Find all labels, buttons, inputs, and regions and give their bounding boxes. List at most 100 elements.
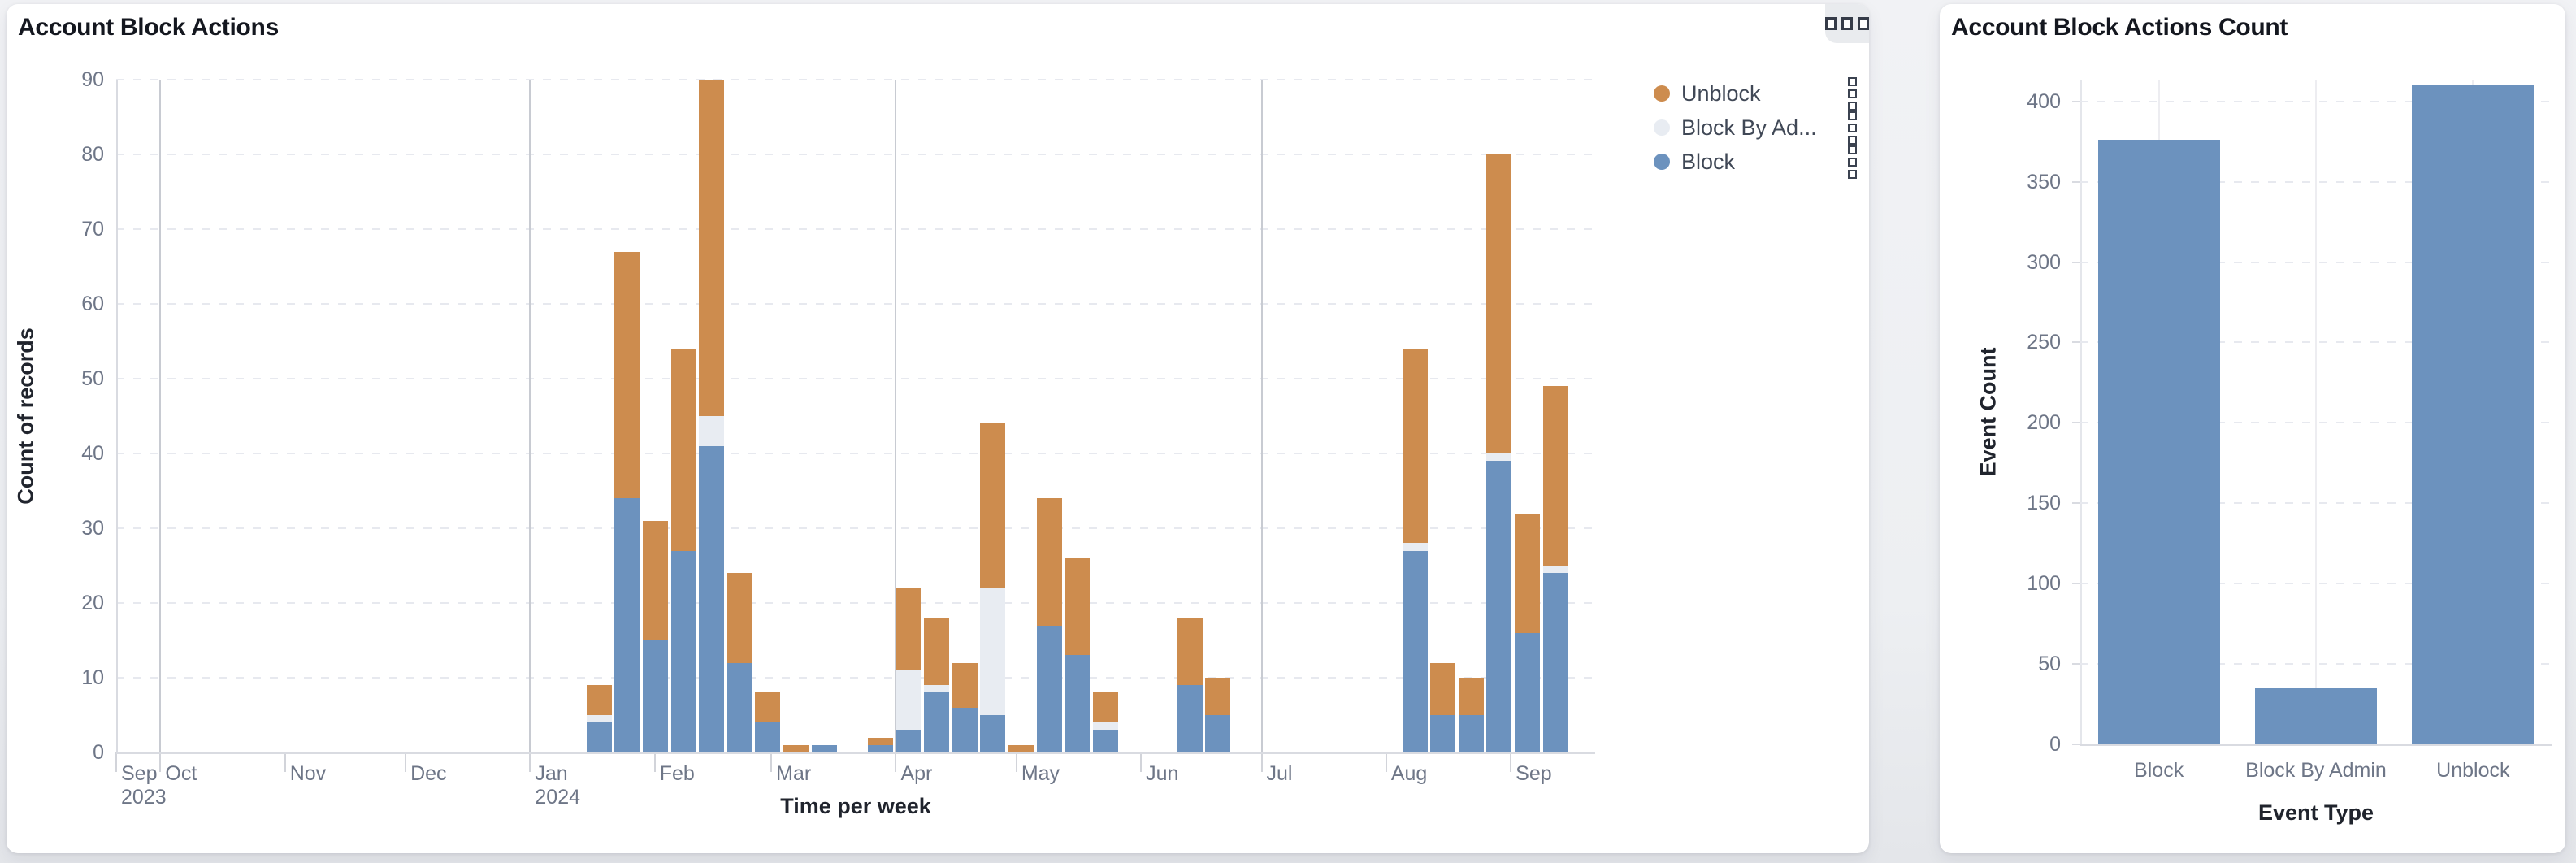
bar-segment-block-by-admin[interactable] xyxy=(924,685,950,693)
bar-segment-unblock[interactable] xyxy=(1008,744,1034,752)
bar-segment-block[interactable] xyxy=(867,744,893,752)
x-tick-label: Jan 2024 xyxy=(535,762,581,809)
x-tick xyxy=(405,752,407,772)
right-x-axis-title: Event Type xyxy=(2257,800,2374,825)
bar-segment-unblock[interactable] xyxy=(1515,513,1541,633)
y-tick-label: 50 xyxy=(81,367,104,390)
bar-segment-block-by-admin[interactable] xyxy=(1402,543,1428,551)
bar-segment-unblock[interactable] xyxy=(586,685,612,715)
y-tick-label: 30 xyxy=(81,517,104,540)
bar-segment-block-by-admin[interactable] xyxy=(896,670,922,731)
bar-segment-block[interactable] xyxy=(1092,730,1118,752)
bar-segment-block[interactable] xyxy=(614,498,640,752)
bar-segment-unblock[interactable] xyxy=(1430,662,1456,715)
bar-segment-unblock[interactable] xyxy=(699,80,725,416)
bar-segment-block-by-admin[interactable] xyxy=(1486,453,1512,462)
y-gridline xyxy=(116,378,1595,379)
x-tick-label: Dec xyxy=(410,762,447,785)
x-tick xyxy=(1510,752,1512,772)
bar-segment-block[interactable] xyxy=(1430,715,1456,752)
bar-segment-block[interactable] xyxy=(1177,685,1203,752)
bar-segment-block[interactable] xyxy=(811,744,837,752)
square-icon xyxy=(1825,17,1837,30)
bar-segment-unblock[interactable] xyxy=(1402,349,1428,544)
bar-segment-block-by-admin[interactable] xyxy=(1542,566,1568,574)
bar-segment-block[interactable] xyxy=(952,707,978,752)
bar-segment-block[interactable] xyxy=(1515,632,1541,752)
bar-segment-block[interactable] xyxy=(1542,573,1568,752)
bar-segment-block[interactable] xyxy=(1458,715,1484,752)
legend-item-unblock[interactable]: Unblock xyxy=(1654,76,1857,111)
y-tick-label: 10 xyxy=(81,666,104,689)
legend-swatch-icon xyxy=(1654,85,1670,102)
bar-segment-unblock[interactable] xyxy=(726,573,752,663)
bar-segment-unblock[interactable] xyxy=(952,662,978,708)
legend-item-block[interactable]: Block xyxy=(1654,145,1857,179)
bar-segment-unblock[interactable] xyxy=(867,737,893,745)
bar-segment-block[interactable] xyxy=(1065,655,1091,752)
bar-block[interactable] xyxy=(2097,140,2220,744)
bar-segment-block-by-admin[interactable] xyxy=(980,588,1006,715)
bar-segment-block-by-admin[interactable] xyxy=(1092,722,1118,731)
bar-segment-unblock[interactable] xyxy=(755,692,781,723)
bar-unblock[interactable] xyxy=(2412,85,2535,744)
bar-segment-block[interactable] xyxy=(896,730,922,752)
bar-segment-unblock[interactable] xyxy=(1205,678,1231,715)
bar-segment-block[interactable] xyxy=(586,722,612,752)
bar-segment-block[interactable] xyxy=(642,640,668,752)
right-card-title: Account Block Actions Count xyxy=(1951,14,2288,41)
bar-segment-block[interactable] xyxy=(670,550,696,752)
bar-segment-unblock[interactable] xyxy=(1458,678,1484,715)
bar-block-by-admin[interactable] xyxy=(2255,687,2377,744)
bar-segment-block-by-admin[interactable] xyxy=(699,416,725,446)
y-gridline xyxy=(116,453,1595,454)
bar-segment-block[interactable] xyxy=(1036,625,1062,752)
bar-segment-unblock[interactable] xyxy=(783,744,809,752)
x-tick-label: Sep xyxy=(1516,762,1552,785)
y-gridline xyxy=(2080,502,2552,505)
y-gridline xyxy=(116,602,1595,604)
bar-segment-block[interactable] xyxy=(1402,550,1428,752)
x-tick xyxy=(1385,752,1387,772)
bar-segment-block[interactable] xyxy=(924,692,950,752)
legend-menu-icon[interactable] xyxy=(1848,145,1857,179)
bar-segment-unblock[interactable] xyxy=(1486,154,1512,453)
left-card-title: Account Block Actions xyxy=(18,14,279,41)
legend-label: Unblock xyxy=(1681,80,1761,106)
bar-segment-unblock[interactable] xyxy=(670,349,696,551)
quarter-gridline xyxy=(895,80,897,772)
legend-item-block-by-ad[interactable]: Block By Ad... xyxy=(1654,111,1857,145)
bar-segment-block[interactable] xyxy=(699,445,725,752)
y-tick-label: 20 xyxy=(81,592,104,614)
bar-segment-unblock[interactable] xyxy=(1036,498,1062,626)
bar-plot-area: 0 50 100 150 200 250 300 350 400 Block Block By Ad… xyxy=(1940,4,2565,853)
y-tick-label: 50 xyxy=(2038,653,2061,676)
legend-menu-icon[interactable] xyxy=(1848,111,1857,145)
quarter-gridline xyxy=(529,80,531,772)
bar-segment-unblock[interactable] xyxy=(896,588,922,670)
bar-segment-unblock[interactable] xyxy=(924,618,950,686)
legend-menu-icon[interactable] xyxy=(1848,76,1857,111)
bar-segment-unblock[interactable] xyxy=(1177,618,1203,686)
bar-segment-unblock[interactable] xyxy=(1092,692,1118,723)
y-tick-label: 70 xyxy=(81,218,104,241)
bar-segment-unblock[interactable] xyxy=(1065,557,1091,656)
square-icon xyxy=(1848,89,1857,98)
bar-segment-block[interactable] xyxy=(755,722,781,752)
bar-segment-block[interactable] xyxy=(980,715,1006,752)
bar-segment-unblock[interactable] xyxy=(642,520,668,640)
bar-segment-block[interactable] xyxy=(1486,461,1512,752)
y-tick-label: 100 xyxy=(2027,572,2061,596)
bar-segment-unblock[interactable] xyxy=(980,423,1006,588)
card-actions-button[interactable] xyxy=(1825,4,1869,43)
bar-segment-block[interactable] xyxy=(1205,715,1231,752)
x-tick-label: Sep 2023 xyxy=(121,762,167,809)
bar-segment-block-by-admin[interactable] xyxy=(586,715,612,723)
bar-segment-block[interactable] xyxy=(726,662,752,752)
square-icon xyxy=(1848,101,1857,111)
x-tick-label: Block By Admin xyxy=(2245,759,2387,782)
bar-segment-unblock[interactable] xyxy=(614,251,640,499)
y-tick xyxy=(2072,180,2080,183)
legend-label: Block By Ad... xyxy=(1681,115,1817,140)
bar-segment-unblock[interactable] xyxy=(1542,386,1568,566)
